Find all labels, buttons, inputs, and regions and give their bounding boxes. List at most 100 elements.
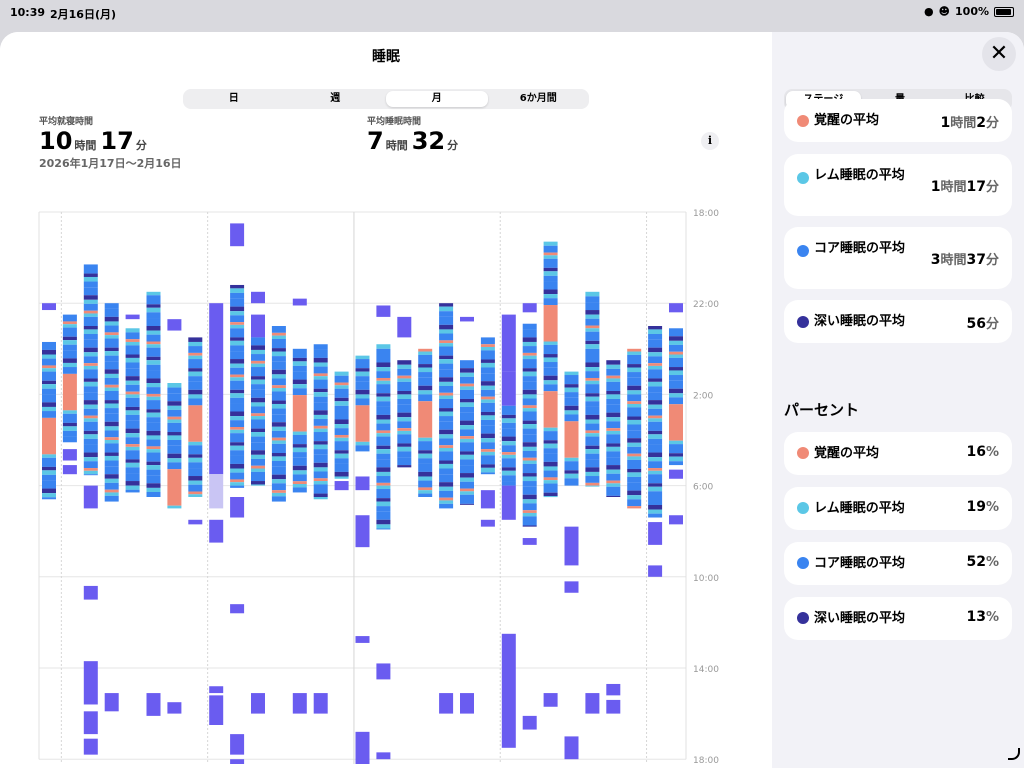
sleep-stage-bar <box>543 427 558 432</box>
avg-card-2: コア睡眠の平均 3時間37分 <box>784 227 1012 289</box>
in-bed-bar <box>104 693 119 712</box>
sleep-stage-bar <box>606 443 621 447</box>
sleep-stage-bar <box>146 439 161 447</box>
sleep-stage-bar <box>83 430 98 435</box>
sleep-stage-bar <box>627 377 642 386</box>
sleep-stage-bar <box>146 393 161 397</box>
tab-3[interactable]: 6か月間 <box>519 93 557 104</box>
sleep-stage-bar <box>439 411 454 417</box>
sleep-stage-bar <box>313 462 328 468</box>
tab-1[interactable]: 週 <box>330 93 341 104</box>
percent-card-1: レム睡眠の平均 19% <box>784 487 1012 530</box>
sleep-stage-bar <box>230 324 245 329</box>
resize-handle-icon[interactable] <box>1008 748 1020 760</box>
sleep-stage-bar <box>439 392 454 396</box>
sleep-stage-bar <box>62 413 77 423</box>
sleep-stage-bar <box>460 383 474 387</box>
sleep-stage-bar <box>543 448 558 454</box>
sleep-stage-bar <box>585 367 600 372</box>
sleep-stage-bar <box>564 421 579 458</box>
sleep-stage-bar <box>480 399 495 403</box>
sleep-stage-bar <box>334 371 349 376</box>
sleep-stage-bar <box>62 358 77 363</box>
sleep-stage-bar <box>648 486 663 492</box>
sleep-stage-bar <box>627 348 642 352</box>
sleep-stage-bar <box>439 490 454 498</box>
sleep-stage-bar <box>543 275 558 282</box>
sleep-stage-bar <box>648 378 663 382</box>
sleep-stage-bar <box>376 445 391 450</box>
bed-minutes-unit: 分 <box>135 139 147 152</box>
sleep-stage-bar <box>522 398 537 406</box>
sleep-stage-bar <box>292 384 307 389</box>
tab-0[interactable]: 日 <box>228 93 239 104</box>
sleep-stage-bar <box>104 478 119 483</box>
sleep-stage-bar <box>460 420 474 426</box>
sleep-stage-bar <box>188 454 203 458</box>
in-bed-bar <box>251 314 265 338</box>
sleep-stage-bar <box>501 454 516 459</box>
sleep-stage-bar <box>125 459 140 463</box>
sleep-stage-bar <box>146 330 161 335</box>
sleep-stage-bar <box>313 432 328 442</box>
sleep-stage-bar <box>42 411 56 418</box>
in-bed-bar <box>376 752 391 760</box>
sleep-stage-bar <box>104 460 119 467</box>
sleep-stage-bar <box>230 455 245 464</box>
in-bed-bar <box>62 449 77 461</box>
sleep-stage-bar <box>188 445 203 455</box>
y-tick-label: 22:00 <box>693 300 719 310</box>
in-bed-bar <box>292 693 307 714</box>
sleep-stage-bar <box>83 381 98 387</box>
sleep-stage-bar <box>83 418 98 422</box>
close-button[interactable]: ✕ <box>982 37 1016 71</box>
sleep-sheet: 睡眠 日週月 6か月間 平均就寝時間 10 時間 17 分 平均睡眠時間 7 時間 32 分 … <box>0 32 1024 768</box>
sleep-stage-bar <box>418 348 433 352</box>
sleep-stage-bar <box>627 385 642 391</box>
sleep-stage-bar <box>648 339 663 348</box>
sleep-stage-bar <box>376 511 391 520</box>
stage-dot-icon <box>797 502 809 514</box>
sleep-stage-bar <box>627 472 642 477</box>
sleep-stage-bar <box>460 442 474 452</box>
in-bed-bar <box>83 711 98 735</box>
sleep-stage-bar <box>522 512 537 517</box>
sleep-stage-bar <box>188 457 203 463</box>
sleep-stage-bar <box>480 472 495 475</box>
sleep-stage-bar <box>418 401 433 438</box>
sleep-stage-bar <box>418 493 433 497</box>
sleep-stage-bar <box>543 466 558 471</box>
info-icon[interactable]: i <box>701 132 719 150</box>
sleep-stage-bar <box>606 381 621 391</box>
avg-minutes-unit: 分 <box>985 253 999 268</box>
sleep-stage-bar <box>376 406 391 415</box>
sleep-stage-bar <box>439 438 454 446</box>
sleep-stage-bar <box>146 449 161 453</box>
avg-value: 3時間37分 <box>931 249 999 268</box>
sleep-stage-bar <box>669 456 683 462</box>
sleep-stage-bar <box>188 355 203 360</box>
sleep-stage-bar <box>606 378 621 382</box>
sleep-stage-bar <box>543 271 558 276</box>
sleep-stage-bar <box>104 489 119 493</box>
sleep-stage-bar <box>146 491 161 497</box>
sleep-stage-bar <box>188 484 203 492</box>
sleep-stage-bar <box>501 467 516 471</box>
sleep-stage-bar <box>669 388 683 394</box>
sleep-stage-bar <box>460 488 474 492</box>
sleep-stage-bar <box>104 308 119 317</box>
sleep-stage-bar <box>42 470 56 475</box>
in-bed-bar <box>439 693 454 714</box>
sleep-stage-bar <box>376 367 391 372</box>
sleep-stage-bar <box>146 469 161 476</box>
sleep-stage-bar <box>355 355 370 360</box>
sleep-stage-bar <box>564 384 579 388</box>
sleep-hours-unit: 時間 <box>385 139 408 152</box>
sleep-stage-bar <box>418 394 433 402</box>
percent-card-3: 深い睡眠の平均 13% <box>784 597 1012 640</box>
sleep-stage-bar <box>83 408 98 416</box>
sleep-stage-bar <box>648 483 663 487</box>
sleep-stage-bar <box>439 447 454 452</box>
tab-2[interactable]: 月 <box>386 91 488 107</box>
sleep-stage-bar <box>146 334 161 342</box>
